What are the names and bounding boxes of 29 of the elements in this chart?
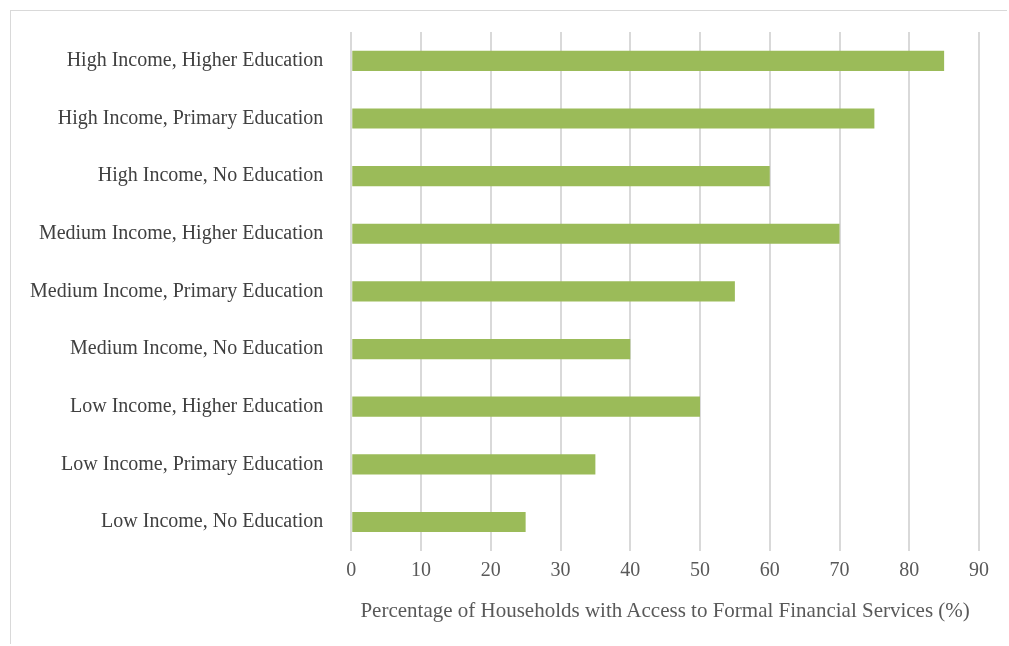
bar [352, 338, 631, 360]
x-tick-label: 20 [480, 558, 501, 581]
y-tick-label: High Income, Primary Education [57, 105, 324, 129]
x-tick-label: 90 [969, 558, 989, 581]
x-tick-label: 30 [550, 558, 571, 581]
bar [352, 108, 875, 129]
bar [352, 454, 596, 475]
y-tick-label: Medium Income, Primary Education [30, 278, 324, 302]
y-tick-label: Medium Income, Higher Education [38, 221, 324, 245]
y-tick-label: High Income, Higher Education [66, 48, 324, 72]
x-tick-label: 10 [411, 558, 432, 581]
bar [352, 511, 526, 533]
bar [352, 281, 735, 302]
bar [352, 50, 945, 71]
y-tick-label: Medium Income, No Education [69, 336, 324, 359]
x-tick-label: 60 [759, 558, 780, 581]
x-axis-title: Percentage of Households with Access to Formal Financial Services (%) [360, 597, 970, 622]
y-tick-label: Low Income, No Education [101, 509, 324, 532]
bar [352, 166, 770, 187]
y-tick-label: Low Income, Primary Education [61, 451, 324, 475]
y-tick-label: High Income, No Education [97, 163, 324, 187]
x-tick-label: 80 [899, 558, 920, 581]
x-tick-label: 0 [346, 558, 357, 581]
bar [352, 223, 840, 244]
y-tick-label: Low Income, Higher Education [70, 393, 324, 417]
x-tick-label: 50 [690, 558, 711, 581]
bar [352, 396, 701, 417]
x-tick-label: 70 [829, 558, 850, 581]
x-tick-label: 40 [620, 558, 641, 581]
